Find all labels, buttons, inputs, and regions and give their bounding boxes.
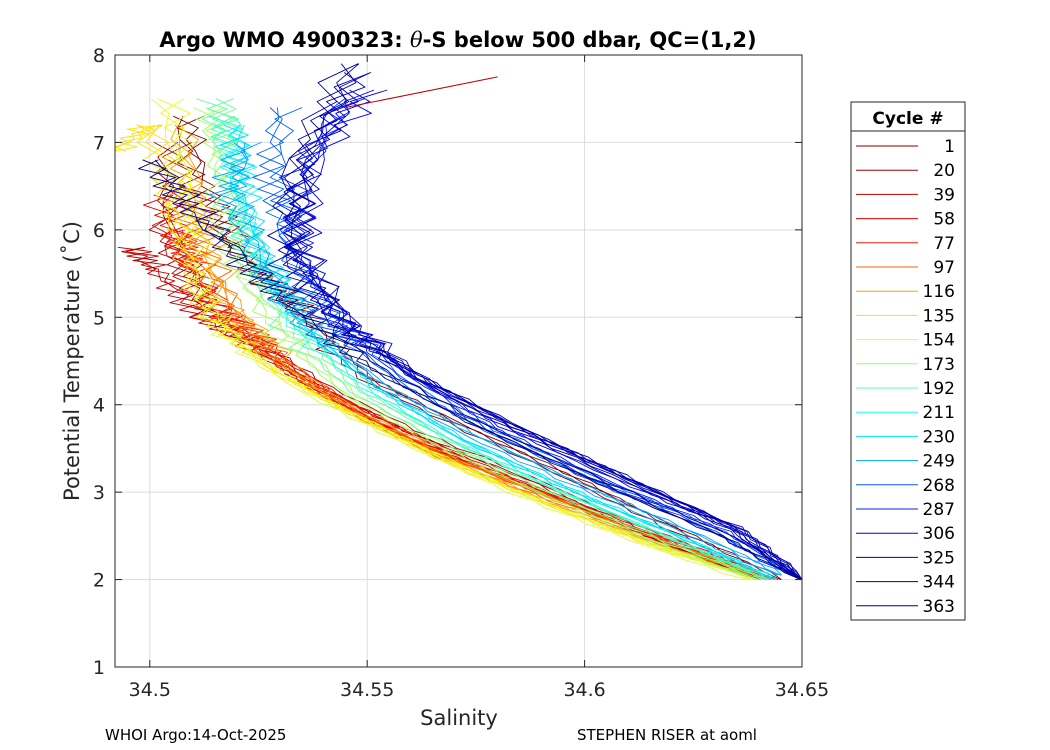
x-axis-ticks: 34.5 34.55 34.6 34.65 [129,55,829,701]
series-line-cycle-363 [142,159,802,580]
x-axis-label: Salinity [420,706,498,730]
series-line-cycle-249 [219,141,783,576]
series-line-cycle-154 [157,98,752,581]
legend-label-cycle-230: 230 [923,427,955,447]
plot-area: 34.5 34.55 34.6 34.65 1 2 3 4 5 6 7 8 [93,45,829,701]
legend-label-cycle-287: 287 [923,500,955,520]
x-tick-label: 34.55 [340,679,394,701]
series-line-cycle-211 [208,115,771,581]
legend-label-cycle-268: 268 [923,476,955,496]
y-tick-label: 1 [93,657,105,679]
series-line-cycle-363 [154,159,803,580]
x-tick-label: 34.6 [563,679,605,701]
series-line-cycle-116 [174,124,752,572]
title-prefix: Argo WMO 4900323: [159,28,410,52]
y-tick-label: 7 [93,132,105,154]
plot-frame [114,54,803,668]
series-line-cycle-306 [283,89,802,580]
y-tick-label: 5 [93,307,105,329]
legend-label-cycle-20: 20 [933,161,955,181]
x-tick-label: 34.65 [775,679,829,701]
series-line-cycle-249 [218,142,782,576]
legend-label-cycle-97: 97 [933,258,955,278]
legend-label-cycle-249: 249 [923,452,955,472]
legend-label-cycle-1: 1 [944,137,955,157]
legend-label-cycle-39: 39 [933,185,955,205]
series-line-cycle-173 [195,107,759,581]
series-line-cycle-230 [224,124,777,581]
legend-label-cycle-58: 58 [933,210,955,230]
series-line-cycle-344 [282,63,803,580]
y-tick-label: 4 [93,395,105,417]
series-line-cycle-306 [288,89,803,580]
title-theta-symbol: θ [410,28,423,52]
legend-label-cycle-135: 135 [923,306,955,326]
y-axis-label: Potential Temperature (˚C) [60,221,84,501]
series-line-cycle-287 [276,98,792,576]
series-outlier-cycle-20 [345,76,498,108]
y-tick-label: 6 [93,220,105,242]
plot-background [115,55,802,667]
x-tick-label: 34.5 [129,679,171,701]
series-line-cycle-116 [169,124,749,572]
chart-title: Argo WMO 4900323: θ-S below 500 dbar, QC… [159,28,756,52]
title-suffix: -S below 500 dbar, QC=(1,2) [423,28,757,52]
footer-right: STEPHEN RISER at aoml [577,726,757,744]
series-line-cycle-230 [228,124,777,580]
series-line-cycle-1 [176,115,782,580]
legend-label-cycle-192: 192 [923,379,955,399]
series-line-cycle-344 [277,63,803,580]
y-tick-label: 2 [93,570,105,592]
y-tick-label: 8 [93,45,105,67]
y-tick-label: 3 [93,482,105,504]
legend-entries: 1 20 39 58 77 97 116 135 154 173 192 211 230 249 268 28… [856,137,955,617]
legend-label-cycle-211: 211 [923,403,955,423]
series-line-cycle-249 [208,142,779,576]
legend-label-cycle-363: 363 [923,597,955,617]
series-line-cycle-344 [267,63,801,580]
legend-label-cycle-154: 154 [923,331,955,351]
legend-label-cycle-77: 77 [933,234,955,254]
series-layer [114,63,803,581]
legend-label-cycle-325: 325 [923,548,955,568]
legend-title: Cycle # [872,109,943,129]
legend-label-cycle-116: 116 [923,282,955,302]
series-line-cycle-325 [283,72,803,580]
legend-label-cycle-173: 173 [923,355,955,375]
legend-label-cycle-344: 344 [923,573,955,593]
y-axis-ticks: 1 2 3 4 5 6 7 8 [93,45,802,679]
footer-left: WHOI Argo:14-Oct-2025 [105,726,286,744]
legend-label-cycle-306: 306 [923,524,955,544]
legend: Cycle # 1 20 39 58 77 97 116 135 154 173 192 211 230… [850,101,966,621]
